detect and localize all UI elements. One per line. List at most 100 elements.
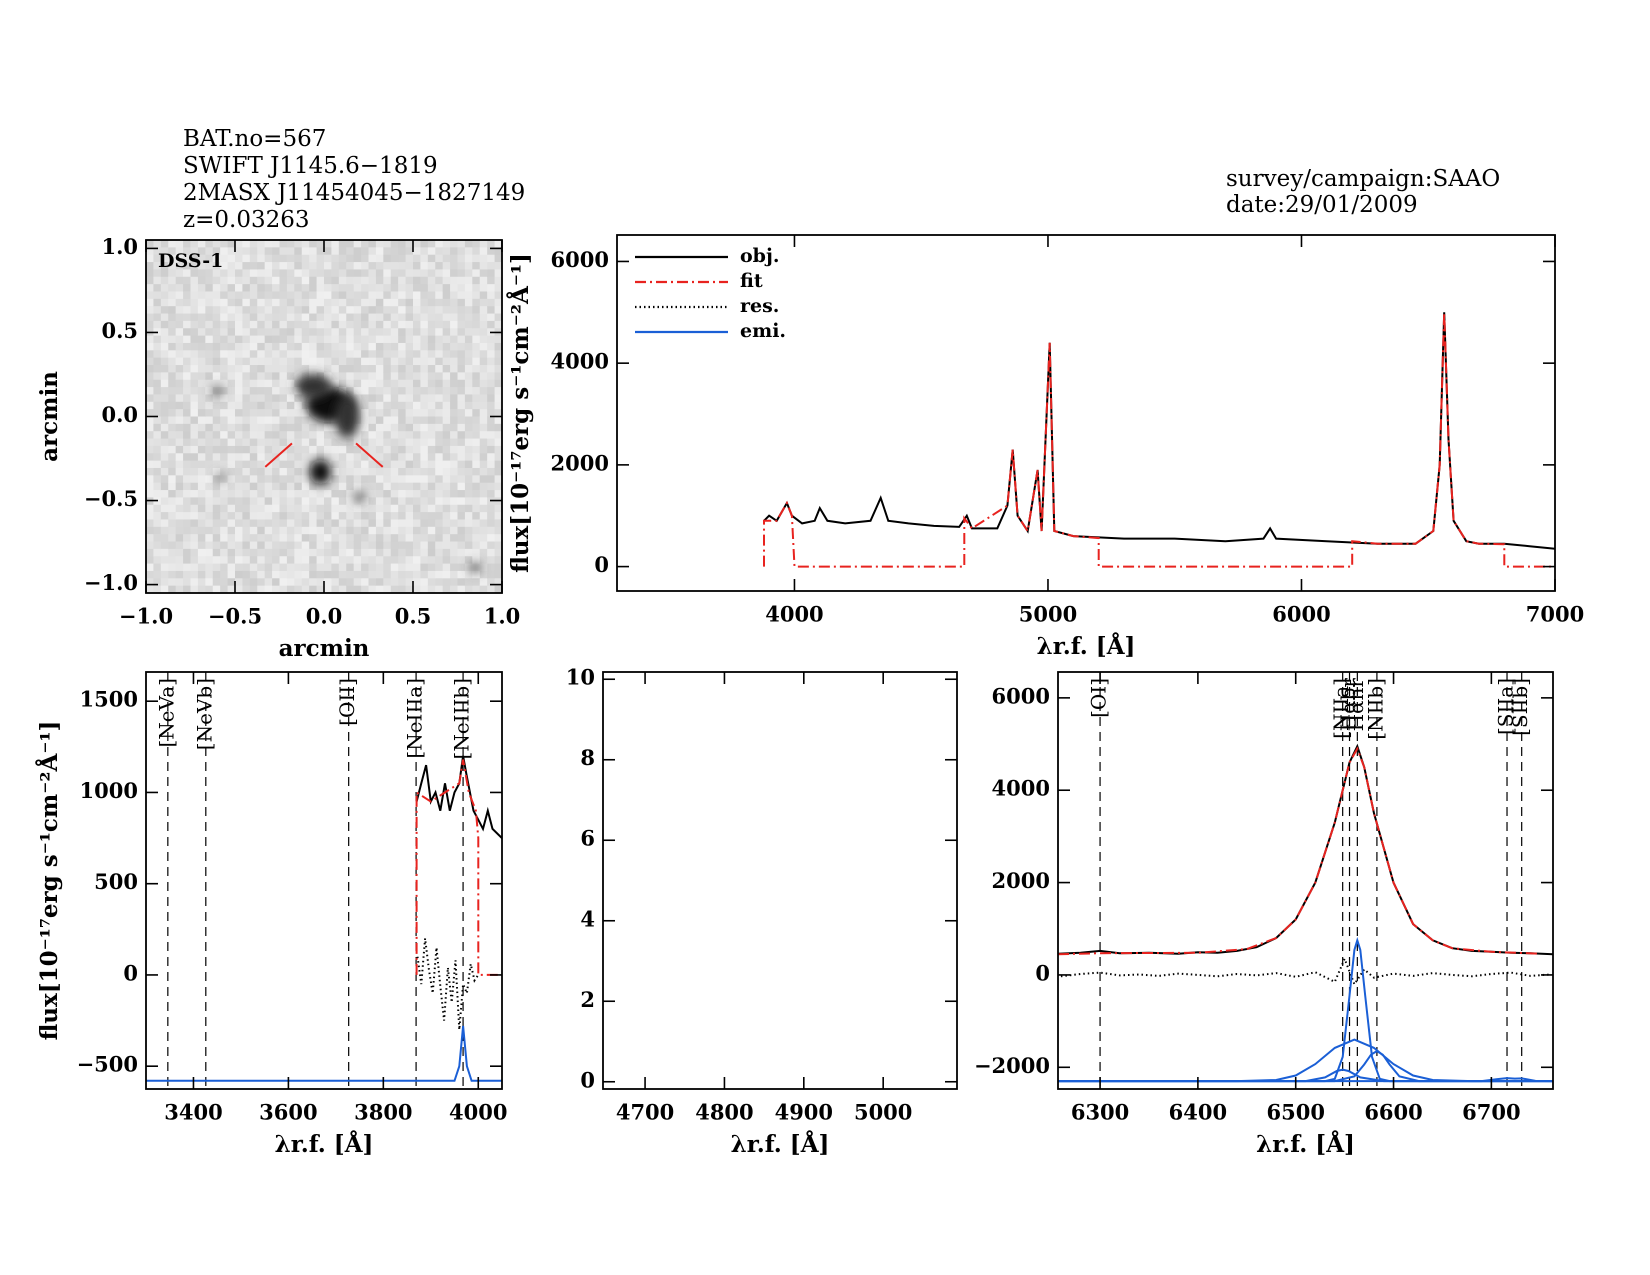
image-pixel: [212, 482, 221, 491]
image-pixel: [242, 570, 251, 579]
image-pixel: [197, 423, 206, 432]
image-pixel: [420, 284, 429, 292]
image-pixel: [227, 431, 236, 440]
x-tick-label: 6300: [1071, 1100, 1129, 1125]
image-pixel: [205, 423, 214, 432]
image-pixel: [435, 497, 444, 506]
image-pixel: [316, 247, 325, 256]
image-pixel: [487, 342, 496, 351]
image-pixel: [264, 445, 273, 454]
image-pixel: [242, 445, 251, 454]
image-pixel: [175, 416, 184, 425]
image-pixel: [405, 387, 414, 395]
image-pixel: [472, 409, 481, 417]
image-pixel: [257, 453, 266, 462]
image-pixel: [301, 445, 310, 454]
image-pixel: [479, 365, 488, 373]
image-pixel: [316, 298, 325, 307]
image-pixel: [361, 497, 369, 506]
image-pixel: [346, 512, 355, 520]
image-pixel: [316, 291, 325, 300]
image-pixel: [212, 570, 221, 579]
plot-area: [146, 672, 502, 1089]
image-pixel: [235, 276, 243, 285]
image-pixel: [242, 269, 251, 278]
image-pixel: [494, 247, 502, 256]
image-pixel: [405, 357, 414, 366]
image-pixel: [338, 247, 347, 256]
image-pixel: [435, 387, 444, 395]
image-pixel: [464, 262, 473, 270]
image-pixel: [368, 438, 377, 447]
image-pixel: [264, 467, 273, 476]
image-pixel: [361, 423, 369, 432]
image-pixel: [324, 570, 332, 579]
image-pixel: [301, 328, 310, 337]
image-pixel: [168, 328, 177, 337]
image-pixel: [242, 342, 251, 351]
image-pixel: [405, 423, 414, 432]
image-pixel: [205, 438, 214, 447]
image-pixel: [168, 284, 177, 292]
image-pixel: [257, 482, 266, 491]
image-pixel: [487, 387, 496, 395]
image-pixel: [279, 490, 288, 498]
image-pixel: [264, 306, 273, 315]
image-pixel: [383, 467, 392, 476]
image-pixel: [338, 306, 347, 315]
image-pixel: [168, 247, 177, 256]
image-pixel: [450, 350, 458, 359]
image-pixel: [220, 541, 229, 550]
image-pixel: [212, 409, 221, 417]
image-pixel: [183, 342, 191, 351]
image-pixel: [227, 394, 236, 403]
image-pixel: [235, 306, 243, 315]
image-pixel: [450, 394, 458, 403]
image-pixel: [235, 556, 243, 565]
image-pixel: [190, 548, 199, 557]
image-pixel: [368, 276, 377, 285]
image-pixel: [390, 416, 399, 425]
image-pixel: [242, 490, 251, 498]
image-pixel: [338, 475, 347, 484]
image-pixel: [205, 357, 214, 366]
image-pixel: [272, 431, 280, 440]
image-pixel: [487, 526, 496, 535]
image-pixel: [257, 335, 266, 344]
image-pixel: [272, 409, 280, 417]
image-pixel: [346, 387, 355, 395]
image-pixel: [435, 475, 444, 484]
image-pixel: [346, 254, 355, 263]
image-pixel: [450, 401, 458, 410]
image-pixel: [353, 475, 362, 484]
image-pixel: [494, 556, 502, 565]
image-pixel: [494, 460, 502, 469]
image-pixel: [190, 276, 199, 285]
image-pixel: [286, 262, 295, 270]
image-pixel: [420, 240, 429, 248]
image-pixel: [212, 467, 221, 476]
image-pixel: [257, 269, 266, 278]
image-pixel: [279, 431, 288, 440]
image-pixel: [146, 284, 154, 292]
image-pixel: [405, 365, 414, 373]
image-pixel: [272, 512, 280, 520]
image-pixel: [227, 534, 236, 543]
image-pixel: [190, 357, 199, 366]
image-pixel: [272, 497, 280, 506]
image-pixel: [257, 570, 266, 579]
image-pixel: [442, 431, 451, 440]
image-pixel: [487, 394, 496, 403]
image-pixel: [494, 416, 502, 425]
legend-label: res.: [740, 295, 779, 317]
y-tick-label: −1.0: [84, 570, 138, 595]
image-pixel: [197, 320, 206, 329]
image-pixel: [227, 453, 236, 462]
image-pixel: [257, 298, 266, 307]
image-pixel: [435, 534, 444, 543]
image-pixel: [175, 306, 184, 315]
image-pixel: [235, 467, 243, 476]
image-pixel: [457, 254, 466, 263]
image-pixel: [235, 372, 243, 381]
image-pixel: [472, 526, 481, 535]
